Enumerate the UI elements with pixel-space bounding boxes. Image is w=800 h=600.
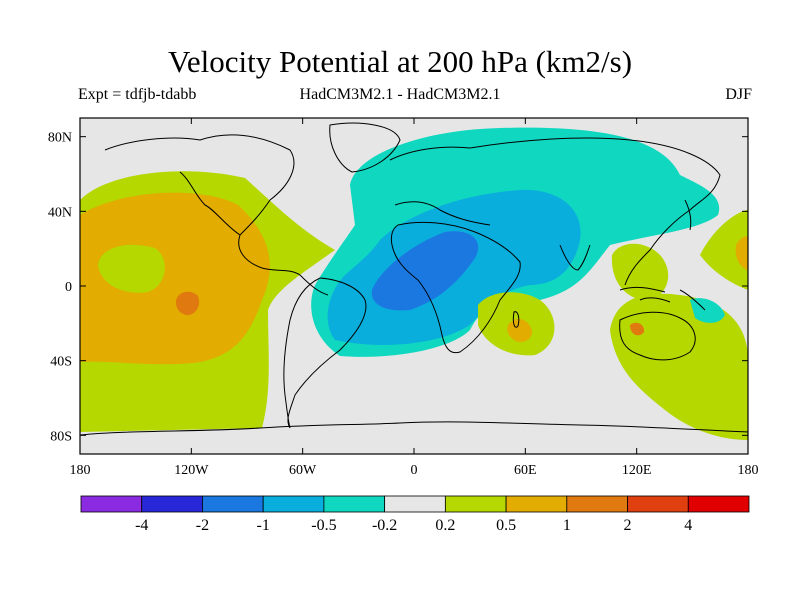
lon-tick-label: 60E <box>514 463 537 478</box>
australia-max <box>630 322 645 336</box>
contour-fill-layer <box>80 118 748 454</box>
colorbar-label: 1 <box>563 517 571 534</box>
colorbar-swatch <box>80 495 143 513</box>
lat-tick-label: 40N <box>48 205 72 220</box>
lat-tick-label: 80N <box>48 131 72 146</box>
longitude-axis: 180 120W 60W 0 60E 120E 180 <box>70 118 759 478</box>
colorbar-swatch <box>262 495 325 513</box>
colorbar-swatch <box>505 495 568 513</box>
colorbar: -4 -2 -1 -0.5 -0.2 0.2 0.5 1 2 4 <box>80 495 750 534</box>
greenland-coast <box>329 122 401 173</box>
colorbar-label: -2 <box>196 517 209 534</box>
australia-coast <box>619 311 696 361</box>
antarctica-coast <box>80 421 748 436</box>
lat-tick-label: 40S <box>50 355 72 370</box>
south-america-coast <box>283 277 367 429</box>
atlantic-negative-1 <box>371 231 479 311</box>
colorbar-swatch <box>444 495 507 513</box>
east-pacific-positive <box>700 210 748 290</box>
latitude-axis: 80N 40N 0 40S 80S <box>48 131 748 444</box>
east-pacific-max <box>735 236 748 270</box>
lon-tick-label: 180 <box>70 463 91 478</box>
lon-tick-label: 120E <box>622 463 652 478</box>
lat-tick-label: 0 <box>65 280 72 295</box>
colorbar-swatch <box>687 495 750 513</box>
season-label: DJF <box>725 86 752 103</box>
colorbar-swatch <box>141 495 203 513</box>
pacific-inner-low <box>98 244 165 293</box>
colorbar-swatch <box>566 495 628 513</box>
africa-coast <box>390 221 521 354</box>
colorbar-label: -1 <box>257 517 270 534</box>
india-coast <box>559 244 591 271</box>
madagascar-coast <box>512 311 520 328</box>
colorbar-swatch <box>384 495 446 513</box>
pacific-positive-0.5 <box>80 192 270 365</box>
north-america-coast <box>104 134 329 296</box>
pacific-max-1 <box>176 291 200 316</box>
colorbar-swatch <box>202 495 264 513</box>
indian-positive-0.5 <box>507 318 533 342</box>
colorbar-label: -4 <box>135 517 148 534</box>
coastlines <box>80 122 748 436</box>
colorbar-label: 4 <box>684 517 692 534</box>
maritime-positive <box>611 243 669 301</box>
lon-tick-label: 60W <box>289 463 317 478</box>
lon-tick-label: 120W <box>174 463 209 478</box>
experiment-label: Expt = tdfjb-tdabb <box>78 86 197 103</box>
colorbar-label: 2 <box>624 517 632 534</box>
colorbar-label: 0.2 <box>435 517 455 534</box>
model-label: HadCM3M2.1 - HadCM3M2.1 <box>299 86 501 103</box>
colorbar-swatch <box>627 495 689 513</box>
colorbar-label: 0.5 <box>496 517 516 534</box>
maritime-islands <box>619 286 706 311</box>
colorbar-swatch <box>323 495 386 513</box>
lon-tick-label: 0 <box>411 463 418 478</box>
colorbar-label: -0.5 <box>311 517 336 534</box>
australia-positive <box>610 293 748 440</box>
eurasia-coast <box>389 137 721 286</box>
colorbar-label: -0.2 <box>372 517 397 534</box>
lon-tick-label: 180 <box>738 463 759 478</box>
plot-title: Velocity Potential at 200 hPa (km2/s) <box>167 44 633 79</box>
lat-tick-label: 80S <box>50 429 72 444</box>
